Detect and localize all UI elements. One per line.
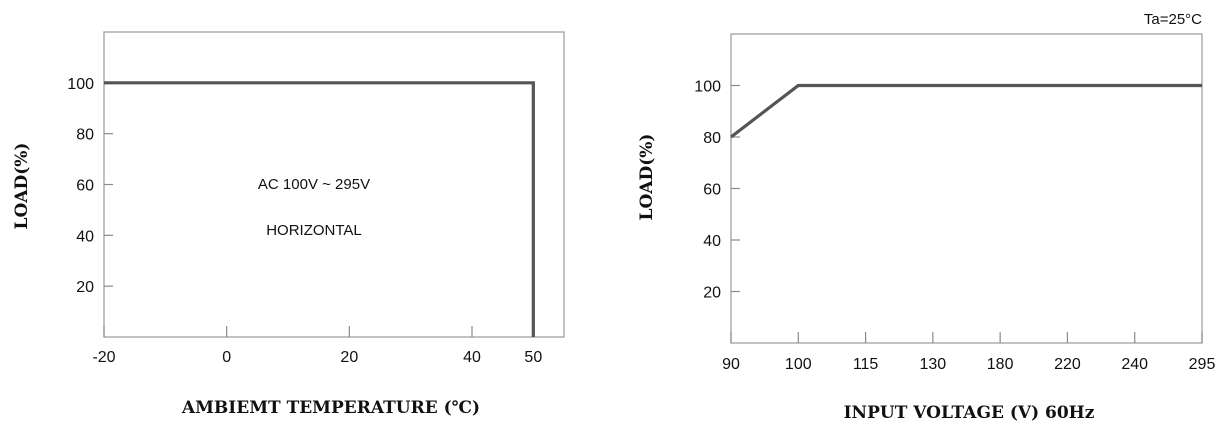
load-curve [104,81,535,337]
y-tick-label: 20 [76,279,94,296]
x-tick-label: 220 [1054,356,1081,373]
y-tick-label: 80 [703,130,721,147]
x-tick-label: 115 [853,356,879,373]
x-tick-label: 180 [987,356,1014,373]
y-tick-label: 40 [76,228,94,245]
y-tick-label: 60 [703,182,721,199]
x-tick-label: 295 [1189,356,1216,373]
y-axis-ticks: 20 40 60 80 100 [67,76,113,296]
y-tick-label: 100 [67,76,94,93]
x-tick-label: 130 [920,356,947,373]
orientation-annotation: HORIZONTAL [266,222,362,239]
y-tick-label: 100 [694,79,721,96]
x-tick-label: 20 [340,349,358,366]
voltage-derating-chart: 90 100 115 130 180 220 240 295 20 40 60 80 100 Ta=2… [637,11,1215,423]
x-tick-label: 90 [722,356,740,373]
x-axis-ticks: 90 100 115 130 180 220 240 295 [722,332,1215,373]
y-tick-label: 20 [703,285,721,302]
ambient-condition-annotation: Ta=25°C [1144,11,1202,28]
temperature-derating-chart: -20 0 20 40 50 20 40 60 80 100 AC 100V ~ 295V HO… [12,31,565,418]
x-axis-title: AMBIEMT TEMPERATURE (℃) [181,398,480,418]
x-tick-label: -20 [92,349,115,366]
input-range-annotation: AC 100V ~ 295V [258,176,370,193]
y-tick-label: 80 [76,127,94,144]
load-curve [730,83,1202,139]
x-axis-title: INPUT VOLTAGE (V) 60Hz [844,403,1095,423]
x-tick-label: 240 [1121,356,1148,373]
y-axis-title: LOAD(%) [637,134,657,221]
x-tick-label: 50 [524,349,542,366]
y-tick-label: 40 [703,233,721,250]
plot-frame [730,33,1203,344]
x-tick-label: 40 [463,349,481,366]
x-tick-label: 100 [785,356,812,373]
y-axis-ticks: 20 40 60 80 100 [694,79,740,302]
x-tick-label: 0 [222,349,231,366]
y-axis-title: LOAD(%) [12,143,32,230]
y-tick-label: 60 [76,178,94,195]
x-axis-ticks: -20 0 20 40 50 [92,326,542,366]
